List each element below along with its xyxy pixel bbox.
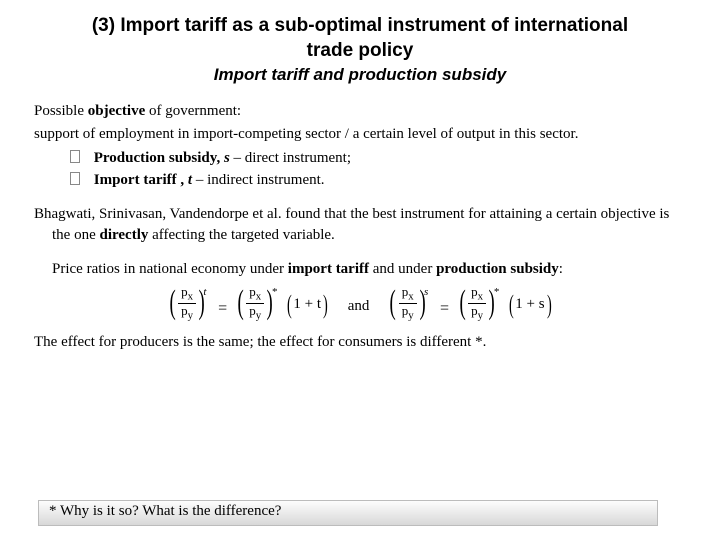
slide-subtitle: Import tariff and production subsidy bbox=[34, 65, 686, 85]
text: : bbox=[559, 261, 563, 277]
bullet-import-tariff: Import tariff , t – indirect instrument. bbox=[70, 170, 686, 190]
text: and under bbox=[369, 261, 436, 277]
slide-content: (3) Import tariff as a sub-optimal instr… bbox=[0, 0, 720, 352]
text: – indirect instrument. bbox=[192, 172, 324, 188]
bullet-production-subsidy: Production subsidy, s – direct instrumen… bbox=[70, 148, 686, 168]
text-bold: Import tariff , bbox=[94, 172, 188, 188]
superscript-s: s bbox=[424, 286, 428, 298]
text-bold: objective bbox=[88, 103, 145, 119]
one-plus-t: 1 + t bbox=[293, 298, 321, 312]
slide-title: (3) Import tariff as a sub-optimal instr… bbox=[34, 14, 686, 63]
text: Price ratios in national economy under bbox=[52, 261, 288, 277]
bullet-list: Production subsidy, s – direct instrumen… bbox=[34, 148, 686, 191]
text: affecting the targeted variable. bbox=[148, 227, 334, 243]
formula-subsidy: (pxpy)s = (pxpy)* (1 + s) bbox=[387, 285, 553, 322]
equals: = bbox=[440, 300, 449, 317]
support-line: support of employment in import-competin… bbox=[34, 124, 686, 144]
equals: = bbox=[218, 300, 227, 317]
text-bold: Production subsidy, bbox=[94, 150, 224, 166]
formula-row: (pxpy)t = (pxpy)* (1 + t) and (pxpy)s = … bbox=[34, 285, 686, 322]
title-line-2: trade policy bbox=[307, 40, 414, 61]
ratio-intro: Price ratios in national economy under i… bbox=[34, 259, 686, 279]
text: of government: bbox=[145, 103, 241, 119]
text: – direct instrument; bbox=[230, 150, 351, 166]
superscript-star: * bbox=[493, 286, 499, 298]
objective-intro: Possible objective of government: bbox=[34, 101, 686, 121]
bhagwati-para: Bhagwati, Srinivasan, Vandendorpe et al.… bbox=[34, 204, 686, 245]
text-bold: import tariff bbox=[288, 261, 369, 277]
text-bold: directly bbox=[99, 227, 148, 243]
title-line-1: (3) Import tariff as a sub-optimal instr… bbox=[92, 15, 628, 36]
superscript-t: t bbox=[203, 286, 206, 298]
effect-line: The effect for producers is the same; th… bbox=[34, 332, 686, 352]
formula-tariff: (pxpy)t = (pxpy)* (1 + t) bbox=[167, 285, 330, 322]
footnote-box: * Why is it so? What is the difference? bbox=[38, 500, 658, 526]
text-bold: production subsidy bbox=[436, 261, 559, 277]
body-text: Possible objective of government: suppor… bbox=[34, 101, 686, 352]
one-plus-s: 1 + s bbox=[515, 298, 544, 312]
text: Possible bbox=[34, 103, 88, 119]
superscript-star: * bbox=[271, 286, 277, 298]
footnote-text: * Why is it so? What is the difference? bbox=[49, 503, 281, 519]
and-connector: and bbox=[348, 290, 370, 316]
